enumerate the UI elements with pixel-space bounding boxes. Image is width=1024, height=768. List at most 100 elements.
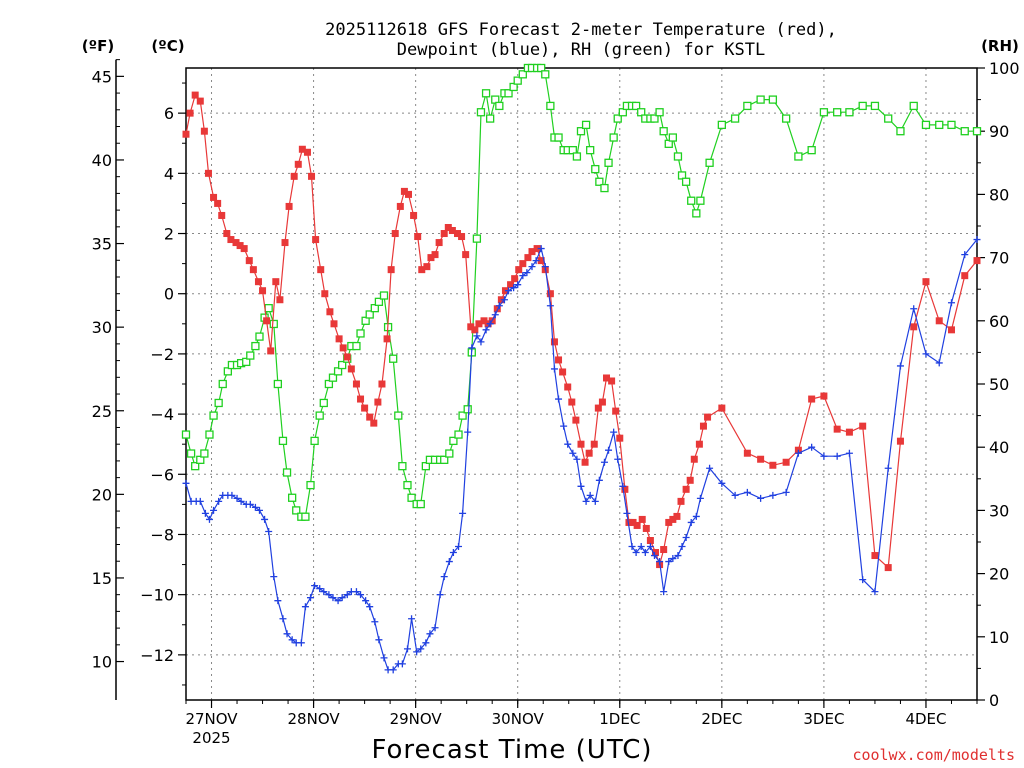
dewpoint-point-6: [210, 506, 218, 514]
rh-point-107: [673, 152, 683, 161]
plot-layer: 6420−2−4−6−8−10−124540353025201510100908…: [92, 59, 1020, 747]
dewpoint-point-37: [352, 588, 360, 596]
rh-point-0: [181, 430, 191, 439]
rh-point-65: [481, 89, 491, 98]
dewpoint-point-12: [237, 497, 245, 505]
rh-point-110: [687, 196, 696, 205]
rh-point-98: [631, 101, 641, 111]
rh-point-32: [328, 373, 338, 382]
temperature-point-70: [493, 305, 501, 313]
celsius-tick-label-5: −4: [150, 405, 174, 424]
temperature-point-85: [559, 368, 567, 376]
rh-point-125: [858, 101, 867, 111]
dewpoint-point-105: [665, 558, 673, 566]
dewpoint-point-78: [541, 263, 549, 271]
dewpoint-point-0: [182, 479, 190, 487]
temperature-point-28: [308, 172, 316, 180]
fahrenheit-tick-label-6: 15: [92, 569, 112, 588]
rh-point-27: [306, 480, 315, 490]
temperature-point-128: [845, 428, 853, 436]
dewpoint-point-38: [357, 591, 365, 599]
rh-point-118: [768, 95, 778, 104]
temperature-point-29: [312, 236, 320, 244]
dewpoint-point-106: [669, 555, 677, 563]
dewpoint-point-81: [555, 395, 563, 403]
temperature-line: [185, 93, 978, 569]
temperature-point-131: [884, 564, 892, 572]
rh-point-57: [445, 449, 454, 458]
rh-point-109: [681, 177, 691, 186]
rh-point-56: [440, 455, 449, 464]
temperature-point-46: [387, 266, 395, 274]
temperature-point-26: [298, 145, 306, 153]
dewpoint-point-33: [334, 597, 342, 605]
temperature-point-95: [603, 374, 611, 382]
temperature-point-12: [236, 242, 244, 250]
dewpoint-point-134: [973, 236, 981, 244]
rh-point-60: [458, 411, 467, 420]
temperature-point-24: [290, 172, 298, 180]
celsius-tick-label-1: 4: [164, 164, 174, 183]
temperature-point-126: [820, 392, 828, 400]
rh-point-128: [896, 127, 905, 136]
dewpoint-point-41: [371, 618, 379, 626]
rh-point-15: [251, 341, 260, 351]
rh-tick-label-7: 30: [989, 501, 1009, 520]
rh-point-26: [301, 512, 310, 521]
dewpoint-point-128: [896, 362, 904, 370]
rh-point-37: [352, 341, 361, 351]
rh-point-133: [960, 127, 969, 136]
temperature-point-133: [910, 323, 918, 331]
dewpoint-point-51: [417, 645, 425, 653]
temperature-point-123: [782, 458, 790, 466]
rh-point-93: [609, 133, 618, 142]
dewpoint-point-74: [523, 269, 531, 277]
rh-point-66: [486, 114, 495, 123]
temperature-point-108: [660, 546, 668, 554]
rh-tick-label-8: 20: [989, 565, 1009, 584]
dewpoint-point-116: [743, 488, 751, 496]
temperature-point-43: [374, 398, 382, 406]
dewpoint-point-112: [696, 494, 704, 502]
temperature-point-138: [973, 257, 981, 265]
temperature-point-89: [577, 440, 585, 448]
dewpoint-point-125: [859, 576, 867, 584]
fahrenheit-tick-label-5: 20: [92, 485, 112, 504]
rh-point-104: [659, 127, 668, 136]
temperature-point-35: [339, 344, 347, 352]
temperature-point-44: [378, 380, 386, 388]
dewpoint-point-131: [935, 359, 943, 367]
temperature-point-77: [524, 254, 532, 262]
temperature-point-52: [414, 233, 422, 241]
rh-point-70: [504, 89, 513, 98]
dewpoint-point-113: [706, 464, 714, 472]
x-tick-label-3: 30NOV: [492, 710, 545, 728]
rh-point-72: [513, 76, 522, 85]
rh-point-129: [909, 101, 918, 111]
dewpoint-point-70: [505, 287, 513, 295]
rh-point-114: [717, 120, 726, 130]
dewpoint-point-99: [637, 543, 645, 551]
rh-point-86: [576, 127, 586, 136]
dewpoint-point-117: [757, 494, 765, 502]
temperature-point-33: [330, 320, 338, 328]
temperature-point-48: [396, 202, 404, 210]
rh-point-117: [756, 95, 765, 104]
fahrenheit-tick-label-1: 40: [92, 151, 112, 170]
rh-point-6: [209, 411, 218, 420]
temperature-point-9: [223, 230, 231, 238]
temperature-point-74: [511, 275, 519, 283]
rh-tick-label-9: 10: [989, 628, 1009, 647]
rh-point-91: [600, 183, 609, 193]
temperature-point-16: [254, 278, 262, 286]
temperature-point-18: [263, 317, 271, 325]
temperature-point-99: [621, 485, 629, 493]
dewpoint-point-111: [692, 512, 700, 520]
dewpoint-point-62: [468, 344, 476, 352]
temperature-point-88: [572, 416, 580, 424]
celsius-unit-label: (ºC): [151, 37, 184, 55]
temperature-point-94: [598, 398, 606, 406]
dewpoint-point-22: [283, 630, 291, 638]
temperature-point-121: [757, 455, 765, 463]
rh-point-5: [205, 430, 214, 439]
